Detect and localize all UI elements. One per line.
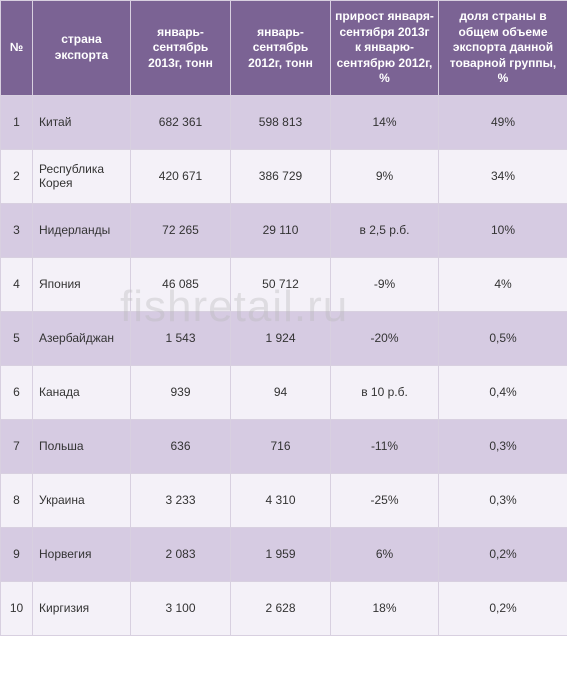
cell-growth: -25% bbox=[331, 473, 439, 527]
cell-num: 2 bbox=[1, 149, 33, 203]
cell-growth: в 2,5 р.б. bbox=[331, 203, 439, 257]
cell-share: 0,3% bbox=[439, 419, 567, 473]
cell-growth: -9% bbox=[331, 257, 439, 311]
cell-country: Украина bbox=[33, 473, 131, 527]
header-2013: январь-сентябрь 2013г, тонн bbox=[131, 1, 231, 96]
cell-num: 10 bbox=[1, 581, 33, 635]
cell-num: 9 bbox=[1, 527, 33, 581]
cell-num: 5 bbox=[1, 311, 33, 365]
export-table: № страна экспорта январь-сентябрь 2013г,… bbox=[0, 0, 567, 636]
header-num: № bbox=[1, 1, 33, 96]
cell-country: Япония bbox=[33, 257, 131, 311]
table-header-row: № страна экспорта январь-сентябрь 2013г,… bbox=[1, 1, 567, 96]
cell-share: 0,2% bbox=[439, 527, 567, 581]
cell-num: 7 bbox=[1, 419, 33, 473]
table-row: 10 Киргизия 3 100 2 628 18% 0,2% bbox=[1, 581, 567, 635]
cell-2013: 3 233 bbox=[131, 473, 231, 527]
table-row: 1 Китай 682 361 598 813 14% 49% bbox=[1, 95, 567, 149]
cell-2012: 2 628 bbox=[231, 581, 331, 635]
table-row: 6 Канада 939 94 в 10 р.б. 0,4% bbox=[1, 365, 567, 419]
cell-growth: в 10 р.б. bbox=[331, 365, 439, 419]
cell-2013: 1 543 bbox=[131, 311, 231, 365]
cell-2013: 939 bbox=[131, 365, 231, 419]
header-share: доля страны в общем объеме экспорта данн… bbox=[439, 1, 567, 96]
cell-2012: 1 959 bbox=[231, 527, 331, 581]
cell-2012: 4 310 bbox=[231, 473, 331, 527]
cell-num: 1 bbox=[1, 95, 33, 149]
cell-country: Китай bbox=[33, 95, 131, 149]
cell-share: 49% bbox=[439, 95, 567, 149]
cell-num: 4 bbox=[1, 257, 33, 311]
cell-num: 3 bbox=[1, 203, 33, 257]
header-2012: январь-сентябрь 2012г, тонн bbox=[231, 1, 331, 96]
cell-2013: 420 671 bbox=[131, 149, 231, 203]
cell-share: 0,4% bbox=[439, 365, 567, 419]
header-growth: прирост января-сентября 2013г к январю-с… bbox=[331, 1, 439, 96]
cell-num: 8 bbox=[1, 473, 33, 527]
cell-share: 0,3% bbox=[439, 473, 567, 527]
table-row: 2 Республика Корея 420 671 386 729 9% 34… bbox=[1, 149, 567, 203]
cell-share: 4% bbox=[439, 257, 567, 311]
cell-country: Норвегия bbox=[33, 527, 131, 581]
cell-2013: 72 265 bbox=[131, 203, 231, 257]
header-country: страна экспорта bbox=[33, 1, 131, 96]
cell-2012: 29 110 bbox=[231, 203, 331, 257]
cell-2013: 46 085 bbox=[131, 257, 231, 311]
table-row: 9 Норвегия 2 083 1 959 6% 0,2% bbox=[1, 527, 567, 581]
cell-2013: 636 bbox=[131, 419, 231, 473]
cell-num: 6 bbox=[1, 365, 33, 419]
cell-growth: 18% bbox=[331, 581, 439, 635]
cell-growth: -20% bbox=[331, 311, 439, 365]
cell-2013: 3 100 bbox=[131, 581, 231, 635]
cell-share: 0,5% bbox=[439, 311, 567, 365]
cell-2013: 682 361 bbox=[131, 95, 231, 149]
cell-2012: 716 bbox=[231, 419, 331, 473]
cell-share: 34% bbox=[439, 149, 567, 203]
cell-country: Киргизия bbox=[33, 581, 131, 635]
cell-country: Канада bbox=[33, 365, 131, 419]
table-row: 3 Нидерланды 72 265 29 110 в 2,5 р.б. 10… bbox=[1, 203, 567, 257]
cell-growth: 9% bbox=[331, 149, 439, 203]
cell-2012: 386 729 bbox=[231, 149, 331, 203]
cell-country: Азербайджан bbox=[33, 311, 131, 365]
cell-share: 0,2% bbox=[439, 581, 567, 635]
cell-2012: 598 813 bbox=[231, 95, 331, 149]
table-row: 7 Польша 636 716 -11% 0,3% bbox=[1, 419, 567, 473]
cell-share: 10% bbox=[439, 203, 567, 257]
cell-growth: -11% bbox=[331, 419, 439, 473]
cell-growth: 6% bbox=[331, 527, 439, 581]
cell-2013: 2 083 bbox=[131, 527, 231, 581]
table-row: 8 Украина 3 233 4 310 -25% 0,3% bbox=[1, 473, 567, 527]
cell-country: Нидерланды bbox=[33, 203, 131, 257]
table-row: 5 Азербайджан 1 543 1 924 -20% 0,5% bbox=[1, 311, 567, 365]
cell-2012: 94 bbox=[231, 365, 331, 419]
cell-country: Республика Корея bbox=[33, 149, 131, 203]
cell-country: Польша bbox=[33, 419, 131, 473]
table-row: 4 Япония 46 085 50 712 -9% 4% bbox=[1, 257, 567, 311]
cell-2012: 1 924 bbox=[231, 311, 331, 365]
cell-2012: 50 712 bbox=[231, 257, 331, 311]
cell-growth: 14% bbox=[331, 95, 439, 149]
